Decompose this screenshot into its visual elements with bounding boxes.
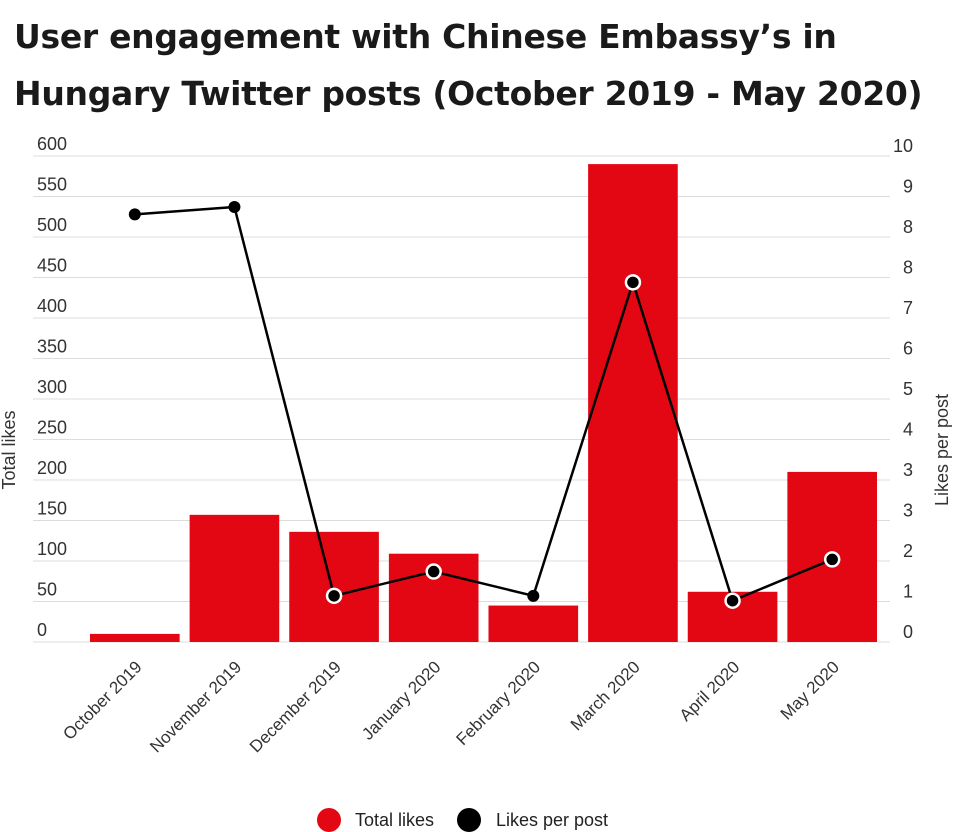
- legend: Total likes Likes per post: [317, 808, 608, 832]
- right-tick-label: 3: [903, 460, 913, 480]
- x-tick-label: December 2019: [246, 657, 345, 756]
- x-tick-label: January 2020: [358, 657, 444, 743]
- right-axis-ticks: 0 1 2 3 3 4 5 6 7 8 8 9 10: [893, 136, 913, 642]
- bar: [189, 514, 280, 642]
- chart-title: User engagement with Chinese Embassy’s i…: [14, 17, 923, 113]
- right-tick-label: 8: [903, 258, 913, 278]
- right-tick-label: 10: [893, 136, 913, 156]
- right-tick-label: 9: [903, 177, 913, 197]
- line-point: [527, 589, 540, 602]
- bar: [488, 605, 579, 642]
- y-axis-label: Total likes: [0, 410, 19, 489]
- y2-axis-label: Likes per post: [932, 394, 952, 506]
- left-tick-label: 600: [37, 134, 67, 154]
- legend-label-total-likes: Total likes: [355, 810, 434, 830]
- left-axis-ticks: 0 50 100 150 200 250 300 350 400 450 500 550 600: [37, 134, 67, 640]
- right-tick-label: 8: [903, 217, 913, 237]
- left-tick-label: 250: [37, 418, 67, 438]
- left-tick-label: 500: [37, 215, 67, 235]
- left-tick-label: 50: [37, 580, 57, 600]
- legend-swatch-likes-per-post: [457, 808, 481, 832]
- legend-label-likes-per-post: Likes per post: [496, 810, 608, 830]
- left-tick-label: 350: [37, 337, 67, 357]
- line-point: [228, 201, 241, 214]
- line-point: [823, 551, 841, 568]
- left-tick-label: 550: [37, 175, 67, 195]
- left-tick-label: 450: [37, 256, 67, 276]
- right-tick-label: 6: [903, 339, 913, 359]
- left-tick-label: 300: [37, 377, 67, 397]
- line-point: [624, 274, 642, 291]
- bar: [588, 164, 678, 642]
- x-tick-label: March 2020: [567, 657, 644, 734]
- likes-per-post-line: [134, 205, 833, 602]
- right-tick-label: 7: [903, 298, 913, 318]
- line-point: [425, 563, 442, 580]
- x-tick-label: May 2020: [777, 657, 843, 723]
- bar-series: [90, 164, 877, 642]
- gridlines: [33, 155, 890, 643]
- x-tick-label: February 2020: [453, 657, 545, 749]
- right-tick-label: 4: [903, 420, 913, 440]
- right-tick-label: 5: [903, 379, 913, 399]
- right-tick-label: 1: [903, 582, 913, 602]
- right-tick-label: 3: [903, 501, 913, 521]
- legend-swatch-total-likes: [317, 808, 341, 832]
- x-tick-label: April 2020: [676, 657, 744, 725]
- line-series: [128, 201, 841, 609]
- right-tick-label: 2: [903, 541, 913, 561]
- bar: [289, 531, 379, 642]
- left-tick-label: 400: [37, 296, 67, 316]
- bar: [90, 633, 180, 642]
- left-tick-label: 150: [37, 499, 67, 519]
- line-point: [724, 592, 741, 609]
- x-tick-label: November 2019: [146, 657, 245, 756]
- left-tick-label: 100: [37, 539, 67, 559]
- x-tick-label: October 2019: [59, 657, 145, 743]
- x-axis-ticks: October 2019 November 2019 December 2019 Ja…: [59, 657, 843, 756]
- right-tick-label: 0: [903, 622, 913, 642]
- left-tick-label: 200: [37, 458, 67, 478]
- line-point: [128, 208, 141, 221]
- left-tick-label: 0: [37, 620, 47, 640]
- line-point: [325, 587, 343, 605]
